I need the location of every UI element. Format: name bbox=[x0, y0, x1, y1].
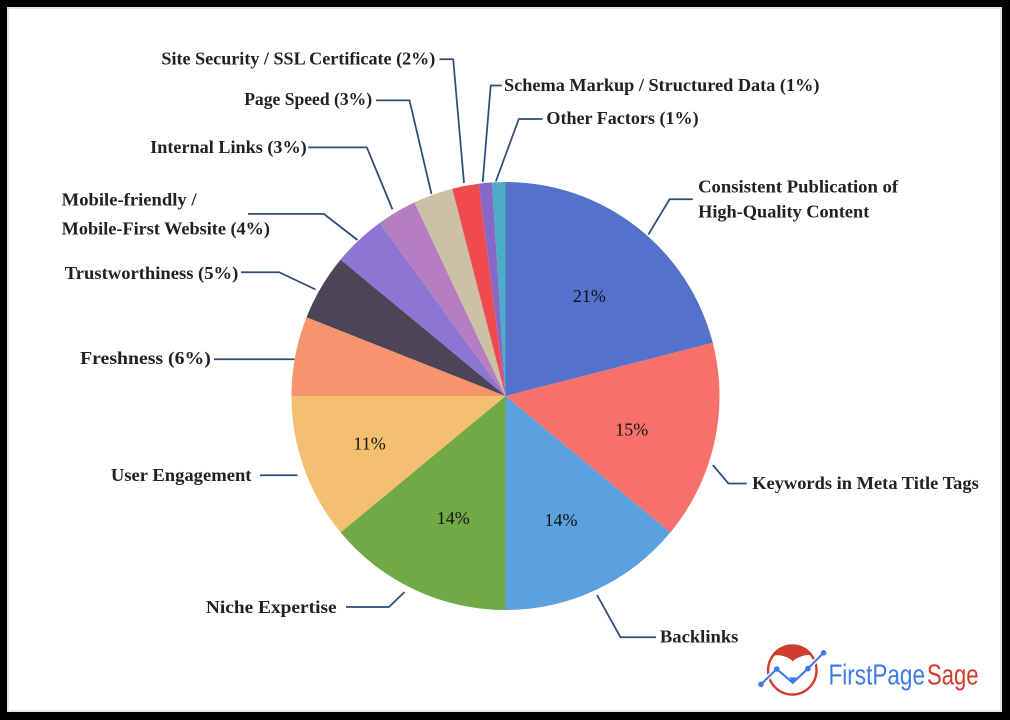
svg-text:Internal Links (3%): Internal Links (3%) bbox=[150, 137, 307, 158]
svg-text:Keywords in Meta Title Tags: Keywords in Meta Title Tags bbox=[752, 473, 979, 493]
svg-text:Sage: Sage bbox=[927, 660, 979, 692]
svg-text:Mobile-friendly /: Mobile-friendly / bbox=[62, 190, 198, 210]
svg-text:14%: 14% bbox=[545, 510, 578, 530]
svg-text:Niche Expertise: Niche Expertise bbox=[206, 597, 337, 617]
svg-text:Backlinks: Backlinks bbox=[660, 627, 739, 647]
svg-text:Mobile-First Website (4%): Mobile-First Website (4%) bbox=[62, 218, 270, 239]
svg-text:11%: 11% bbox=[353, 434, 385, 454]
svg-text:21%: 21% bbox=[573, 286, 606, 306]
svg-text:FirstPage: FirstPage bbox=[829, 660, 926, 692]
svg-text:Trustworthiness (5%): Trustworthiness (5%) bbox=[65, 263, 239, 284]
svg-text:High-Quality Content: High-Quality Content bbox=[698, 202, 869, 222]
svg-text:Other Factors (1%): Other Factors (1%) bbox=[546, 108, 698, 129]
svg-text:14%: 14% bbox=[437, 508, 470, 528]
svg-text:Schema Markup / Structured Dat: Schema Markup / Structured Data (1%) bbox=[504, 75, 819, 96]
svg-text:Consistent Publication of: Consistent Publication of bbox=[698, 176, 899, 196]
svg-text:User Engagement: User Engagement bbox=[111, 465, 252, 485]
svg-text:Site Security / SSL Certificat: Site Security / SSL Certificate (2%) bbox=[161, 49, 435, 70]
svg-text:15%: 15% bbox=[615, 419, 648, 439]
svg-text:Freshness (6%): Freshness (6%) bbox=[80, 348, 211, 369]
svg-text:Page Speed (3%): Page Speed (3%) bbox=[244, 89, 372, 110]
